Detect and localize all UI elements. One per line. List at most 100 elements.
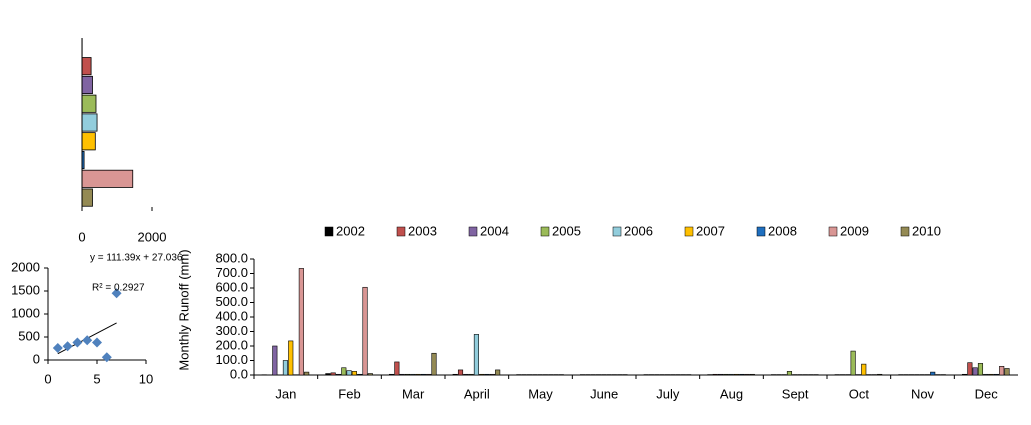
- bar: [786, 371, 793, 376]
- y-tick-label: 500.0: [215, 294, 248, 309]
- x-tick-label: May: [528, 386, 553, 401]
- bar: [930, 371, 936, 376]
- x-tick-label: 2000: [138, 229, 167, 244]
- y-tick-label: 100.0: [215, 352, 248, 367]
- x-tick-label: 0: [78, 229, 85, 244]
- bar: [394, 361, 400, 376]
- bar: [733, 373, 739, 376]
- y-tick-label: 1000: [11, 305, 40, 320]
- legend-swatch: [396, 226, 406, 237]
- trendline-r2: R² = 0.2927: [92, 283, 145, 294]
- legend-swatch: [828, 226, 838, 237]
- bar: [404, 373, 411, 376]
- bar: [983, 373, 989, 376]
- bar: [452, 373, 458, 376]
- legend-label: 2003: [408, 223, 437, 238]
- bar: [81, 94, 97, 113]
- x-tick-label: April: [464, 386, 490, 401]
- legend-label: 2004: [480, 223, 509, 238]
- bar: [473, 334, 479, 376]
- bar: [484, 373, 490, 376]
- bar: [489, 373, 495, 376]
- bar: [325, 373, 331, 376]
- x-tick-label: Mar: [402, 386, 425, 401]
- bar: [367, 373, 373, 376]
- bar: [426, 373, 432, 376]
- y-tick-label: 1500: [11, 282, 40, 297]
- bar: [351, 371, 357, 376]
- bar: [468, 373, 474, 376]
- y-tick-label: 300.0: [215, 323, 248, 338]
- bar: [335, 373, 342, 376]
- bar: [717, 373, 724, 376]
- legend-label: 2009: [840, 223, 869, 238]
- x-tick-label: Sept: [782, 386, 809, 401]
- legend-label: 2005: [552, 223, 581, 238]
- y-tick-label: 800.0: [215, 250, 248, 265]
- bar: [399, 373, 405, 376]
- bar: [415, 373, 421, 376]
- bar: [81, 75, 93, 94]
- trendline-equation: y = 111.39x + 27.036: [90, 253, 183, 264]
- point: [82, 335, 93, 346]
- x-tick-label: Nov: [911, 386, 935, 401]
- y-tick-label: 200.0: [215, 337, 248, 352]
- bar: [272, 345, 278, 376]
- bar: [1004, 368, 1010, 376]
- bar: [388, 373, 395, 376]
- bar: [304, 371, 310, 376]
- bar: [993, 373, 999, 376]
- bar: [330, 372, 336, 376]
- legend-label: 2006: [624, 223, 653, 238]
- bar: [81, 188, 93, 207]
- bar: [479, 373, 485, 376]
- bar: [457, 369, 464, 376]
- legend-swatch: [756, 226, 766, 237]
- x-tick-label: Oct: [849, 386, 870, 401]
- y-tick-label: 0: [33, 351, 40, 366]
- bar: [961, 373, 968, 376]
- bar: [341, 367, 347, 376]
- bar: [362, 286, 368, 376]
- point: [92, 337, 102, 348]
- bar: [977, 363, 984, 376]
- bar: [744, 373, 750, 376]
- bar: [81, 132, 96, 151]
- bar: [728, 373, 734, 376]
- bar: [288, 340, 294, 376]
- bar: [850, 350, 856, 376]
- bar: [463, 373, 469, 376]
- bar: [967, 362, 973, 376]
- bar: [712, 373, 718, 376]
- legend-swatch: [900, 226, 910, 237]
- bar: [861, 363, 867, 376]
- bar: [81, 169, 134, 188]
- y-tick-label: 400.0: [215, 308, 248, 323]
- bar: [999, 365, 1005, 376]
- bar: [972, 367, 978, 376]
- legend-swatch: [468, 226, 478, 237]
- x-tick-label: July: [656, 386, 680, 401]
- bar: [420, 373, 426, 376]
- x-tick-label: Jan: [275, 386, 296, 401]
- legend-swatch: [612, 226, 622, 237]
- y-axis-title: Monthly Runoff (mm): [176, 249, 191, 370]
- bar: [877, 373, 883, 376]
- bar: [739, 373, 745, 376]
- bar: [81, 113, 98, 132]
- bar: [431, 352, 437, 376]
- bar: [298, 268, 304, 376]
- x-tick-label: June: [590, 386, 618, 401]
- bar: [410, 373, 416, 376]
- y-tick-label: 700.0: [215, 265, 248, 280]
- point: [52, 343, 63, 354]
- legend-swatch: [684, 226, 694, 237]
- x-tick-label: Aug: [720, 386, 743, 401]
- bar: [282, 360, 288, 376]
- legend-label: 2008: [768, 223, 797, 238]
- bar: [495, 369, 501, 376]
- bar: [988, 373, 994, 376]
- x-tick-label: 10: [139, 371, 153, 386]
- bar: [346, 370, 352, 376]
